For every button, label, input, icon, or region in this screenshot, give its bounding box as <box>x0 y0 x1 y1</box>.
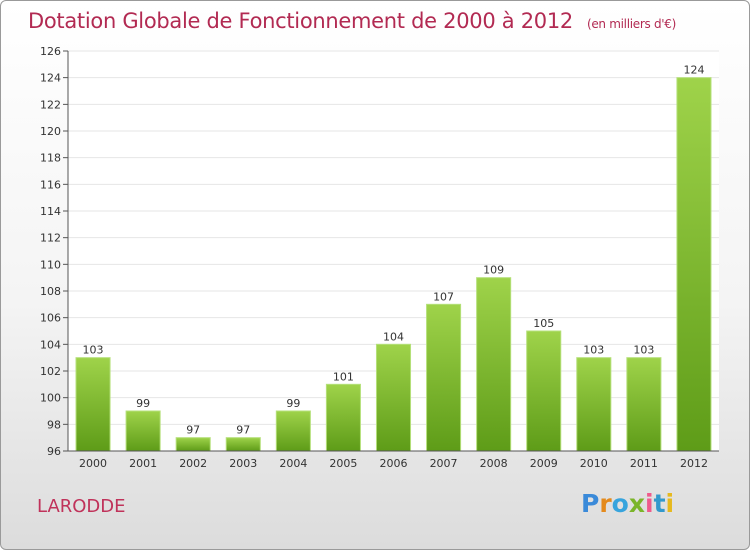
y-tick-label: 96 <box>47 445 61 458</box>
x-tick-label: 2004 <box>279 457 307 470</box>
y-tick-label: 108 <box>40 285 61 298</box>
bar-2006 <box>375 343 412 452</box>
bar-2001 <box>125 410 161 452</box>
x-tick-label: 2009 <box>530 457 558 470</box>
bar-2005 <box>325 383 361 452</box>
y-tick-label: 110 <box>40 258 61 271</box>
value-label: 103 <box>583 344 604 357</box>
bars: 103 99 97 97 99 101 104 107 109 105 103 103 124 <box>75 64 712 452</box>
bar-2003 <box>225 437 261 452</box>
value-label: 97 <box>236 424 250 437</box>
x-tick-label: 2005 <box>329 457 357 470</box>
value-label: 104 <box>383 330 404 343</box>
x-tick-label: 2003 <box>229 457 257 470</box>
value-label: 103 <box>83 344 104 357</box>
y-tick-label: 118 <box>40 152 61 165</box>
y-tick-label: 126 <box>40 45 61 58</box>
y-tick-label: 102 <box>40 365 61 378</box>
value-label: 124 <box>683 64 704 77</box>
value-label: 99 <box>136 397 150 410</box>
value-label: 97 <box>186 424 200 437</box>
y-tick-label: 116 <box>40 178 61 191</box>
y-tick-label: 106 <box>40 312 61 325</box>
value-label: 105 <box>533 317 554 330</box>
bar-2012 <box>676 77 712 452</box>
y-tick-label: 98 <box>47 418 61 431</box>
value-label: 109 <box>483 264 504 277</box>
axes: 96 98 100 102 104 106 108 110 112 114 116 118 120 122… <box>40 45 719 470</box>
value-label: 103 <box>633 344 654 357</box>
y-tick-label: 120 <box>40 125 61 138</box>
x-tick-label: 2000 <box>79 457 107 470</box>
y-tick-label: 114 <box>40 205 61 218</box>
bar-2009 <box>526 330 562 452</box>
x-tick-label: 2001 <box>129 457 157 470</box>
bar-2000 <box>75 357 111 452</box>
x-tick-label: 2011 <box>630 457 658 470</box>
title-text: Dotation Globale de Fonctionnement de 20… <box>28 9 573 33</box>
x-tick-label: 2008 <box>480 457 508 470</box>
bar-2007 <box>426 303 462 452</box>
x-tick-label: 2006 <box>380 457 408 470</box>
chart-title: Dotation Globale de Fonctionnement de 20… <box>28 9 676 33</box>
x-tick-label: 2012 <box>680 457 708 470</box>
y-tick-label: 122 <box>40 98 61 111</box>
bar-2010 <box>576 357 612 452</box>
y-tick-label: 104 <box>40 338 61 351</box>
proxiti-logo: Proxiti <box>581 489 675 518</box>
commune-name: LARODDE <box>37 496 126 517</box>
bar-2004 <box>275 410 311 452</box>
y-tick-label: 100 <box>40 392 61 405</box>
x-tick-label: 2007 <box>430 457 458 470</box>
y-tick-label: 124 <box>40 72 61 85</box>
y-tick-label: 112 <box>40 232 61 245</box>
bar-2008 <box>476 277 512 452</box>
value-label: 107 <box>433 290 454 303</box>
bar-2002 <box>175 437 211 452</box>
value-label: 101 <box>333 370 354 383</box>
unit-note: (en milliers d'€) <box>586 17 676 31</box>
x-tick-label: 2002 <box>179 457 207 470</box>
bar-2011 <box>626 357 662 452</box>
value-label: 99 <box>286 397 300 410</box>
x-tick-label: 2010 <box>580 457 608 470</box>
